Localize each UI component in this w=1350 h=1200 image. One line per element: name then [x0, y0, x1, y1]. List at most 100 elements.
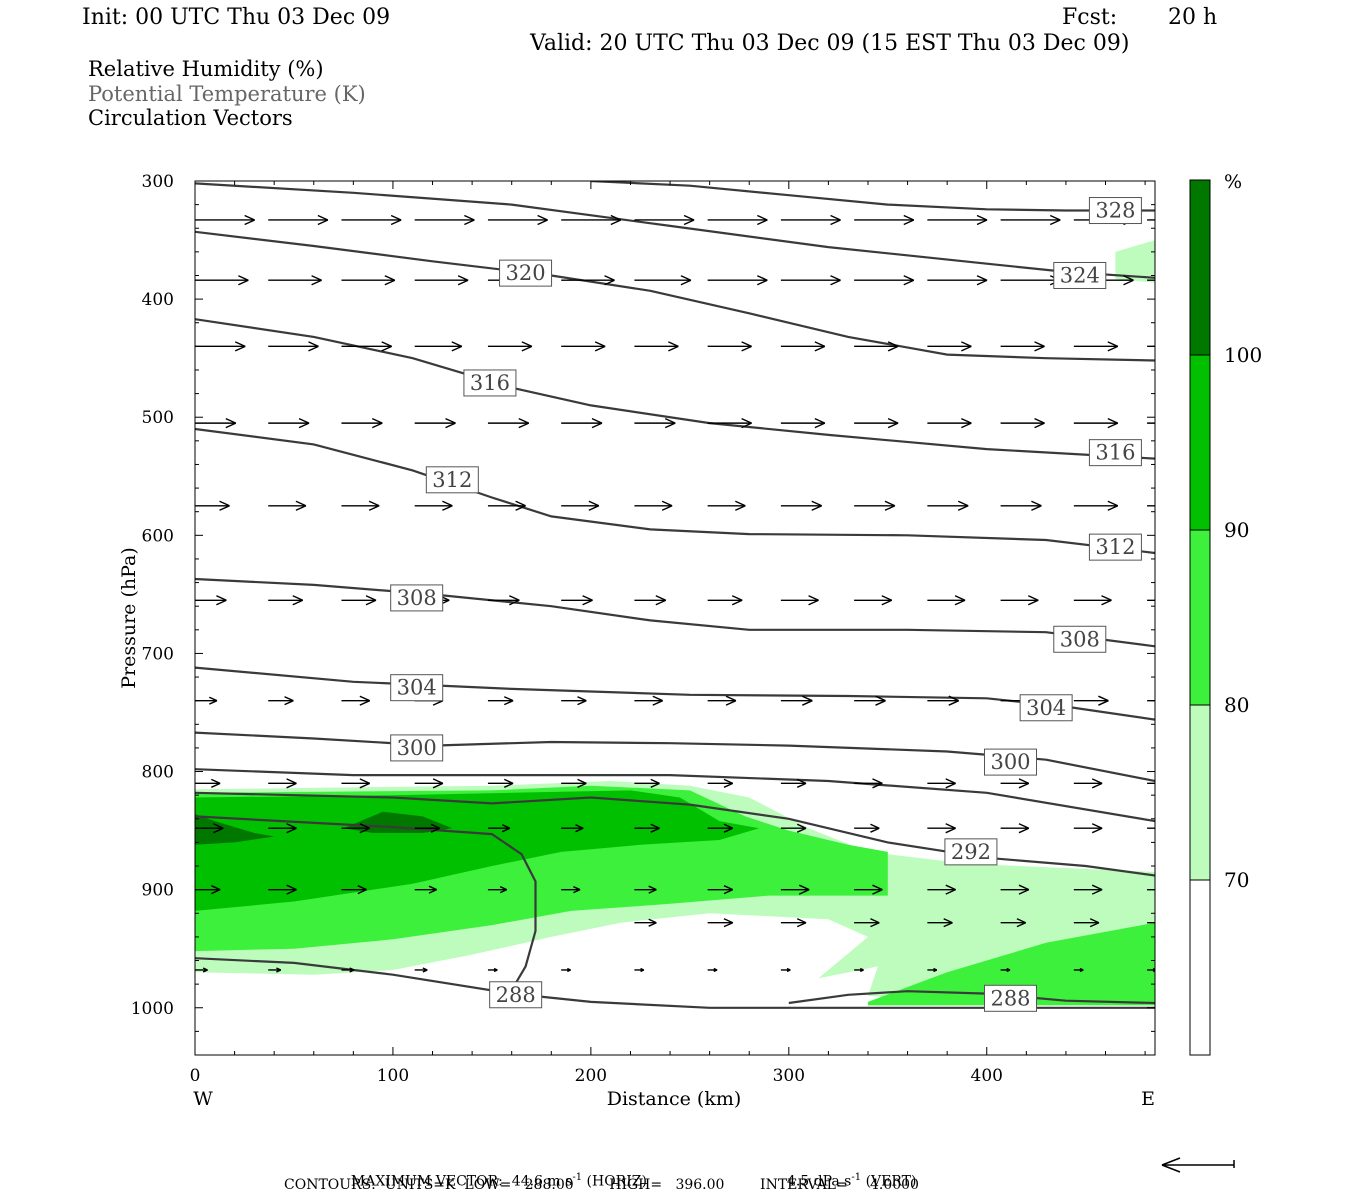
- theta-label-300-7-1: 300: [990, 750, 1030, 774]
- vector-head-3-6: [664, 417, 676, 429]
- x-tick-label-0: 0: [190, 1066, 201, 1086]
- theta-label-304-6-1: 304: [1026, 696, 1066, 720]
- vector-head-9-8: [798, 884, 810, 895]
- vector-head-0-11: [1049, 214, 1061, 226]
- theta-contour-288-12: [788, 990, 1155, 1005]
- vector-head-0-5: [610, 214, 622, 226]
- vector-head-4-11: [1031, 500, 1042, 511]
- theta-label-box-288-12-0: [984, 984, 1038, 1012]
- colorbar-segment-4: [1189, 179, 1211, 356]
- vector-head-5-12: [1101, 595, 1112, 606]
- vector-head-8-2: [359, 823, 371, 834]
- vector-head-2-10: [961, 341, 972, 352]
- y-tick-label-400: 400: [142, 290, 174, 310]
- x-tick-label-200: 200: [575, 1066, 607, 1086]
- y-tick-label-300: 300: [142, 172, 174, 192]
- vector-head-6-12: [1098, 695, 1109, 706]
- vector-head-9-5: [573, 886, 581, 894]
- y-axis-label: Pressure (hPa): [118, 547, 140, 689]
- vector-head-3-1: [298, 417, 310, 429]
- vector-head-4-14: [1257, 501, 1267, 510]
- rh-region-80-3: [868, 922, 1155, 1006]
- theta-label-320-2-0: 320: [506, 261, 546, 285]
- x-left-direction: W: [193, 1088, 213, 1110]
- vector-head-11-0: [202, 967, 208, 973]
- theta-label-box-308-5-0: [390, 584, 444, 612]
- vector-head-6-5: [577, 696, 587, 706]
- vector-head-4-12: [1107, 500, 1119, 511]
- vector-head-5-7: [731, 595, 743, 606]
- max-vector-vert-unit: -1: [851, 1172, 862, 1183]
- valid-time: Valid: 20 UTC Thu 03 Dec 09 (15 EST Thu …: [530, 31, 1130, 56]
- vector-head-3-4: [518, 417, 530, 429]
- theta-label-box-316-3-1: [1088, 439, 1142, 467]
- vector-head-5-10: [954, 595, 966, 606]
- theta-label-box-324-1-0: [1053, 261, 1107, 289]
- vector-head-9-12: [1091, 884, 1103, 895]
- vector-head-4-4: [515, 500, 526, 511]
- rh-region-100-5: [195, 814, 275, 845]
- vector-head-8-5: [575, 824, 584, 833]
- vector-head-11-7: [713, 967, 718, 973]
- vector-head-9-7: [723, 885, 734, 895]
- vector-head-11-11: [1006, 967, 1011, 973]
- vector-head-11-2: [349, 967, 355, 973]
- vector-head-8-1: [286, 823, 297, 834]
- theta-label-288-10-0: 288: [496, 983, 536, 1007]
- x-tick-label-100: 100: [377, 1066, 409, 1086]
- vector-head-2-3: [451, 341, 463, 352]
- vector-head-6-0: [208, 696, 218, 705]
- vector-head-9-6: [648, 885, 657, 894]
- vector-head-2-1: [308, 341, 319, 352]
- colorbar-label-80: 80: [1224, 693, 1249, 717]
- vector-head-6-7: [725, 695, 737, 706]
- vector-head-5-14: [1251, 596, 1261, 605]
- vector-head-7-11: [1018, 778, 1030, 789]
- vector-head-6-4: [503, 696, 514, 706]
- y-tick-label-1000: 1000: [131, 999, 174, 1019]
- vector-head-8-12: [1091, 823, 1103, 834]
- theta-contour-288-10: [195, 815, 537, 991]
- vector-head-3-5: [591, 417, 603, 429]
- vector-head-3-0: [225, 417, 237, 429]
- rh-region-70-1: [1115, 240, 1155, 283]
- vector-head-5-8: [808, 595, 819, 606]
- vector-head-5-0: [216, 595, 227, 606]
- vector-head-1-12: [1123, 275, 1134, 286]
- vector-head-2-11: [1034, 341, 1045, 352]
- vector-head-7-1: [286, 778, 297, 789]
- vector-head-0-6: [683, 214, 695, 226]
- vector-head-4-10: [957, 500, 969, 511]
- vector-head-1-5: [604, 275, 615, 286]
- vector-head-0-4: [537, 214, 548, 226]
- vector-head-1-0: [238, 275, 249, 286]
- vector-head-3-14: [1257, 419, 1267, 428]
- vector-head-9-10: [945, 884, 956, 895]
- vector-head-4-8: [811, 500, 822, 511]
- theta-label-box-308-5-1: [1053, 625, 1107, 653]
- colorbar-segment-1: [1189, 704, 1211, 881]
- theta-label-324-1-0: 324: [1060, 263, 1100, 287]
- vector-head-2-12: [1107, 341, 1119, 352]
- vector-head-11-4: [493, 967, 498, 973]
- vector-head-6-10: [948, 695, 960, 706]
- theta-contour-308-5: [195, 577, 1155, 648]
- vector-head-11-6: [640, 967, 645, 973]
- vector-head-9-2: [357, 885, 367, 895]
- vector-head-7-3: [432, 778, 444, 789]
- vector-head-2-0: [234, 341, 246, 352]
- vector-head-3-7: [741, 417, 752, 429]
- theta-label-box-292-9-0: [944, 838, 998, 866]
- rh-region-90-4: [195, 790, 760, 911]
- theta-label-304-6-0: 304: [397, 676, 437, 700]
- theta-contour-328-0: [590, 181, 1155, 212]
- vector-head-9-0: [211, 885, 221, 895]
- vector-head-2-5: [594, 341, 606, 352]
- theta-contour-324-1: [195, 182, 1155, 279]
- vector-head-4-5: [588, 500, 600, 511]
- vector-head-2-8: [814, 341, 826, 352]
- vector-head-8-13: [1165, 824, 1175, 833]
- x-right-direction: E: [1141, 1088, 1155, 1110]
- theta-label-316-3-1: 316: [1095, 441, 1135, 465]
- vector-head-11-12: [1079, 967, 1084, 973]
